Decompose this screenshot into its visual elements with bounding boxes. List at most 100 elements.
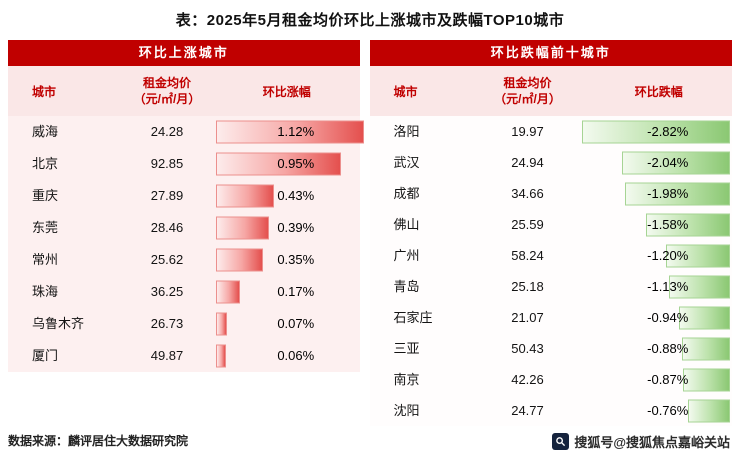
change-value: 0.39%: [277, 220, 315, 235]
change-bar: [679, 306, 730, 329]
change-bar: [682, 337, 730, 360]
table-row: 珠海 36.25 0.17%: [8, 276, 360, 308]
change-bar: [669, 275, 730, 298]
falling-table-body: 洛阳 19.97 -2.82% 武汉 24.94 -2.04% 成都 34.66 -1.98% 佛…: [369, 116, 733, 426]
falling-column-header-row: 城市 租金均价 （元/㎡/月） 环比跌幅: [369, 66, 732, 116]
price-cell: 26.73: [150, 316, 184, 331]
change-value: -1.58%: [647, 217, 689, 232]
city-cell: 厦门: [32, 348, 59, 363]
change-cell: -0.76%: [586, 395, 733, 426]
watermark: 搜狐号@搜狐焦点嘉峪关站: [552, 432, 730, 451]
column-header-price-line2: （元/㎡/月）: [494, 92, 561, 106]
change-value: 0.43%: [277, 188, 315, 203]
table-row: 广州 58.24 -1.20%: [370, 240, 733, 271]
change-value: 0.17%: [277, 284, 315, 299]
change-value: -0.94%: [647, 310, 689, 325]
column-header-city: 城市: [393, 84, 418, 99]
change-bar: [216, 152, 342, 176]
data-source-note: 数据来源：麟评居住大数据研究院: [8, 434, 189, 448]
table-row: 石家庄 21.07 -0.94%: [370, 302, 733, 333]
change-cell: 0.35%: [214, 244, 360, 276]
change-cell: -0.94%: [586, 302, 733, 333]
table-row: 洛阳 19.97 -2.82%: [370, 116, 733, 147]
city-cell: 佛山: [393, 217, 420, 232]
price-cell: 50.43: [511, 341, 544, 356]
change-cell: -0.88%: [586, 333, 733, 364]
change-bar: [216, 280, 241, 304]
city-cell: 珠海: [32, 284, 59, 299]
falling-panel-header: 环比跌幅前十城市: [369, 40, 732, 66]
city-cell: 北京: [32, 156, 59, 171]
column-header-city: 城市: [32, 84, 57, 99]
price-cell: 92.85: [150, 156, 184, 171]
change-cell: 0.39%: [214, 212, 360, 244]
change-value: -2.04%: [647, 155, 689, 170]
change-value: -1.13%: [647, 279, 689, 294]
price-cell: 21.07: [511, 310, 544, 325]
city-cell: 成都: [393, 186, 420, 201]
column-header-price-line1: 租金均价: [142, 75, 191, 90]
city-cell: 石家庄: [393, 310, 433, 325]
page-title: 表：2025年5月租金均价环比上涨城市及跌幅TOP10城市: [175, 12, 565, 29]
change-value: 0.07%: [277, 316, 315, 331]
price-cell: 34.66: [511, 186, 544, 201]
city-cell: 常州: [32, 252, 59, 267]
city-cell: 乌鲁木齐: [32, 316, 85, 331]
price-cell: 49.87: [150, 348, 184, 363]
change-value: 0.06%: [277, 348, 315, 363]
change-value: -0.76%: [647, 403, 689, 418]
change-value: -0.88%: [647, 341, 689, 356]
panel-falling-cities: 环比跌幅前十城市 城市 租金均价 （元/㎡/月） 环比跌幅 洛阳 19.97 -2.…: [369, 40, 733, 426]
panel-rising-cities: 环比上涨城市 城市 租金均价 （元/㎡/月） 环比涨幅 威海 24.28 1.12%…: [8, 40, 364, 372]
change-value: 0.35%: [277, 252, 315, 267]
watermark-text: 搜狐号@搜狐焦点嘉峪关站: [574, 435, 730, 450]
column-header-change: 环比跌幅: [634, 84, 683, 99]
change-value: 1.12%: [277, 124, 315, 139]
change-bar: [625, 182, 730, 205]
change-value: 0.95%: [277, 156, 315, 171]
change-cell: -2.04%: [586, 147, 733, 178]
price-cell: 25.18: [511, 279, 544, 294]
table-row: 东莞 28.46 0.39%: [8, 212, 360, 244]
table-row: 威海 24.28 1.12%: [8, 116, 364, 148]
change-cell: -1.13%: [586, 271, 733, 302]
change-value: -1.98%: [647, 186, 689, 201]
change-cell: 1.12%: [214, 116, 364, 148]
panels-container: 环比上涨城市 城市 租金均价 （元/㎡/月） 环比涨幅 威海 24.28 1.12%…: [0, 40, 740, 426]
change-bar: [216, 248, 264, 272]
column-header-price: 租金均价 （元/㎡/月）: [120, 75, 214, 107]
price-cell: 25.59: [511, 217, 544, 232]
city-cell: 青岛: [393, 279, 420, 294]
price-cell: 24.77: [511, 403, 544, 418]
table-row: 青岛 25.18 -1.13%: [370, 271, 733, 302]
change-cell: 0.43%: [214, 180, 360, 212]
table-row: 北京 92.85 0.95%: [8, 148, 360, 180]
change-cell: 0.17%: [214, 276, 360, 308]
change-value: -0.87%: [647, 372, 689, 387]
change-cell: 0.06%: [214, 340, 360, 372]
change-bar: [216, 312, 228, 336]
change-bar: [645, 213, 730, 236]
city-cell: 武汉: [393, 155, 420, 170]
change-cell: -1.58%: [586, 209, 733, 240]
change-value: -2.82%: [647, 124, 689, 139]
change-bar: [682, 368, 730, 391]
table-row: 常州 25.62 0.35%: [8, 244, 360, 276]
rising-column-header-row: 城市 租金均价 （元/㎡/月） 环比涨幅: [8, 66, 360, 116]
change-bar: [216, 344, 226, 368]
change-cell: -1.98%: [586, 178, 733, 209]
city-cell: 东莞: [32, 220, 59, 235]
price-cell: 27.89: [150, 188, 184, 203]
change-cell: -0.87%: [586, 364, 733, 395]
change-bar: [216, 184, 274, 208]
sohu-logo-icon: [552, 433, 570, 450]
price-cell: 24.94: [511, 155, 544, 170]
column-header-change: 环比涨幅: [262, 84, 311, 99]
table-row: 重庆 27.89 0.43%: [8, 180, 360, 212]
change-bar: [216, 216, 269, 240]
table-row: 三亚 50.43 -0.88%: [370, 333, 733, 364]
table-row: 厦门 49.87 0.06%: [8, 340, 360, 372]
change-bar: [665, 244, 730, 267]
change-bar: [581, 120, 730, 143]
change-cell: -1.20%: [586, 240, 733, 271]
